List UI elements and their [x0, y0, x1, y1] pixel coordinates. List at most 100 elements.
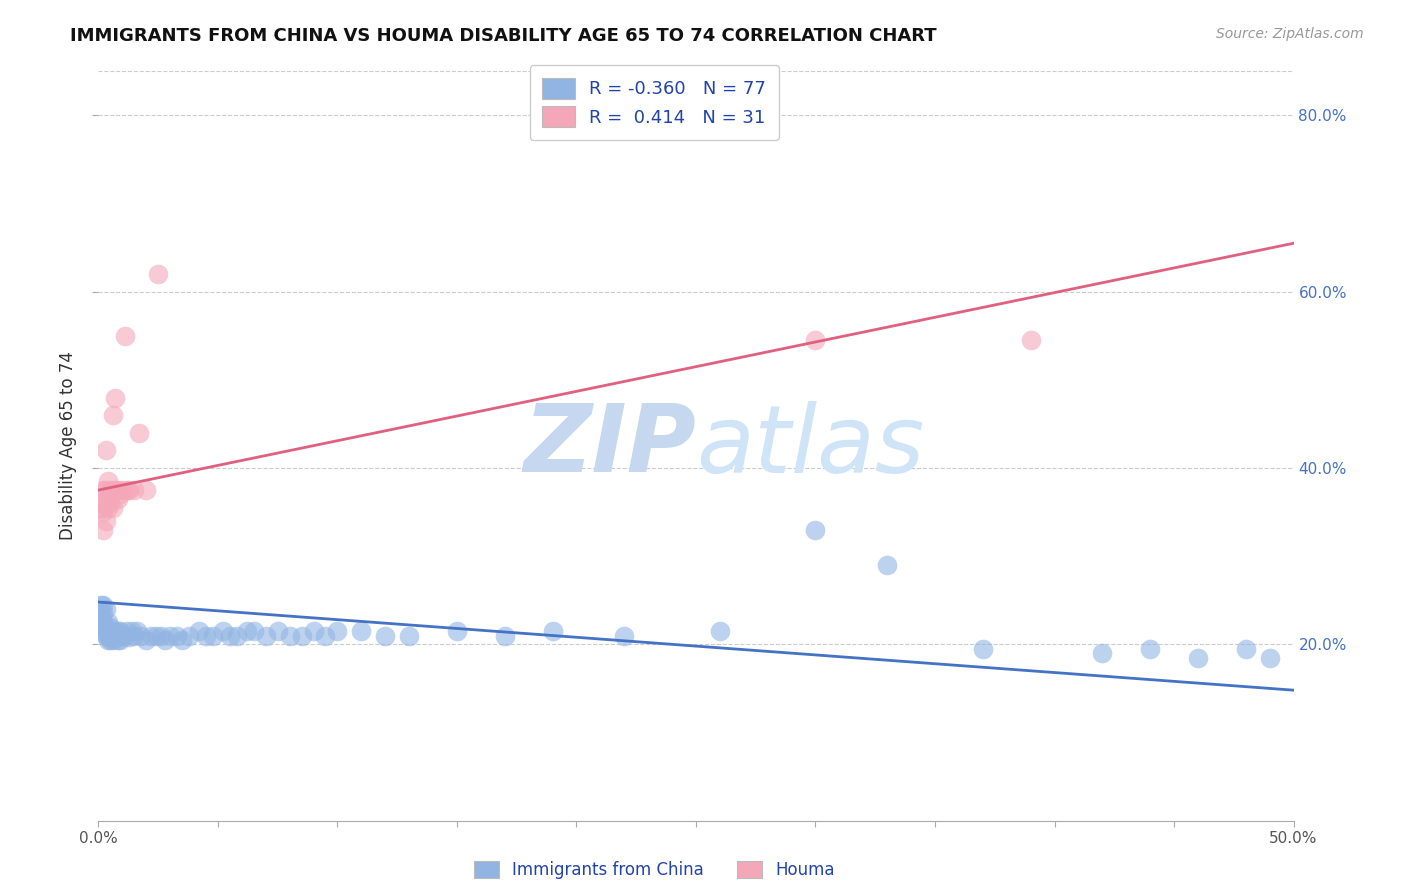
- Point: [91, 505, 114, 519]
- Point: [1258, 650, 1281, 665]
- Point: [291, 628, 314, 642]
- Point: [104, 624, 127, 639]
- Point: [107, 624, 129, 639]
- Point: [101, 632, 124, 647]
- Point: [1019, 333, 1042, 347]
- Point: [226, 628, 249, 642]
- Point: [98, 496, 122, 510]
- Point: [202, 628, 225, 642]
- Point: [97, 475, 120, 489]
- Point: [114, 628, 136, 642]
- Point: [135, 483, 157, 497]
- Point: [94, 628, 117, 642]
- Point: [115, 624, 138, 639]
- Point: [139, 628, 162, 642]
- Text: IMMIGRANTS FROM CHINA VS HOUMA DISABILITY AGE 65 TO 74 CORRELATION CHART: IMMIGRANTS FROM CHINA VS HOUMA DISABILIT…: [70, 27, 936, 45]
- Point: [97, 628, 120, 642]
- Point: [124, 628, 146, 642]
- Point: [243, 624, 266, 639]
- Point: [90, 500, 112, 515]
- Point: [179, 628, 201, 642]
- Point: [187, 624, 209, 639]
- Point: [91, 620, 114, 634]
- Point: [101, 624, 124, 639]
- Point: [104, 483, 127, 497]
- Text: Source: ZipAtlas.com: Source: ZipAtlas.com: [1216, 27, 1364, 41]
- Text: ZIP: ZIP: [523, 400, 696, 492]
- Point: [98, 624, 122, 639]
- Point: [972, 641, 994, 656]
- Point: [91, 624, 114, 639]
- Point: [91, 523, 114, 537]
- Point: [302, 624, 325, 639]
- Point: [97, 500, 120, 515]
- Point: [131, 628, 153, 642]
- Point: [104, 630, 127, 644]
- Point: [98, 620, 122, 634]
- Legend: Immigrants from China, Houma: Immigrants from China, Houma: [465, 853, 844, 888]
- Text: atlas: atlas: [696, 401, 924, 491]
- Point: [107, 483, 129, 497]
- Point: [90, 615, 112, 630]
- Point: [108, 632, 131, 647]
- Point: [374, 628, 396, 642]
- Point: [804, 523, 827, 537]
- Point: [219, 628, 242, 642]
- Point: [108, 624, 131, 639]
- Point: [155, 632, 177, 647]
- Y-axis label: Disability Age 65 to 74: Disability Age 65 to 74: [59, 351, 77, 541]
- Point: [446, 624, 468, 639]
- Point: [125, 624, 148, 639]
- Point: [107, 632, 129, 647]
- Point: [94, 620, 117, 634]
- Point: [1234, 641, 1257, 656]
- Point: [111, 628, 134, 642]
- Point: [94, 624, 117, 639]
- Point: [107, 491, 129, 506]
- Point: [97, 632, 120, 647]
- Point: [145, 628, 167, 642]
- Point: [97, 624, 120, 639]
- Point: [97, 487, 120, 501]
- Point: [398, 628, 420, 642]
- Point: [267, 624, 290, 639]
- Point: [90, 598, 112, 612]
- Point: [91, 598, 114, 612]
- Point: [94, 514, 117, 528]
- Point: [101, 500, 124, 515]
- Point: [494, 628, 516, 642]
- Point: [90, 496, 112, 510]
- Point: [101, 628, 124, 642]
- Point: [254, 628, 277, 642]
- Point: [166, 628, 188, 642]
- Point: [118, 630, 141, 644]
- Point: [149, 628, 172, 642]
- Point: [118, 483, 141, 497]
- Point: [124, 483, 146, 497]
- Point: [97, 615, 120, 630]
- Point: [111, 483, 134, 497]
- Point: [108, 487, 131, 501]
- Point: [94, 443, 117, 458]
- Point: [1139, 641, 1161, 656]
- Point: [94, 496, 117, 510]
- Point: [876, 558, 898, 572]
- Point: [91, 615, 114, 630]
- Point: [350, 624, 373, 639]
- Point: [1091, 646, 1114, 660]
- Point: [541, 624, 564, 639]
- Point: [211, 624, 233, 639]
- Point: [104, 391, 127, 405]
- Point: [98, 630, 122, 644]
- Point: [98, 483, 122, 497]
- Point: [101, 408, 124, 422]
- Point: [94, 602, 117, 616]
- Point: [278, 628, 301, 642]
- Point: [148, 267, 170, 281]
- Point: [135, 632, 157, 647]
- Point: [315, 628, 337, 642]
- Point: [91, 483, 114, 497]
- Point: [159, 628, 181, 642]
- Point: [195, 628, 218, 642]
- Point: [1187, 650, 1209, 665]
